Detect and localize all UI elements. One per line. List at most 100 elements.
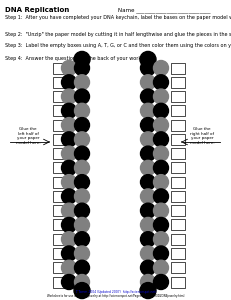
Circle shape <box>61 118 76 133</box>
Circle shape <box>61 175 76 190</box>
Bar <box>170 77 184 88</box>
Text: Glue the
left half of
your paper
model here.: Glue the left half of your paper model h… <box>16 127 40 145</box>
Circle shape <box>140 160 155 175</box>
Circle shape <box>153 160 168 175</box>
Circle shape <box>139 51 155 68</box>
Circle shape <box>140 61 155 76</box>
Circle shape <box>61 218 76 232</box>
Circle shape <box>153 232 168 247</box>
Circle shape <box>61 274 76 290</box>
Text: Worksheets for use with DNA Jewelry at http://sciencespot.net/Pages/KIDZONE/KIDZ: Worksheets for use with DNA Jewelry at h… <box>47 294 184 298</box>
Circle shape <box>61 75 76 90</box>
Circle shape <box>61 132 76 147</box>
Bar <box>53 120 67 130</box>
Bar <box>53 177 67 188</box>
Circle shape <box>61 103 76 118</box>
Circle shape <box>140 103 155 118</box>
Circle shape <box>140 274 155 290</box>
Circle shape <box>74 274 89 290</box>
Bar <box>53 234 67 245</box>
Circle shape <box>61 160 76 175</box>
Text: Step 1:  After you have completed your DNA keychain, label the bases on the pape: Step 1: After you have completed your DN… <box>5 15 231 20</box>
Circle shape <box>61 232 76 247</box>
Circle shape <box>74 89 89 104</box>
Bar <box>170 105 184 116</box>
Circle shape <box>74 51 90 68</box>
Circle shape <box>153 146 168 161</box>
Bar <box>170 177 184 188</box>
Bar <box>53 91 67 102</box>
Circle shape <box>74 283 90 298</box>
Circle shape <box>74 189 89 204</box>
Text: Step 2:  "Unzip" the paper model by cutting it in half lengthwise and glue the p: Step 2: "Unzip" the paper model by cutti… <box>5 32 231 37</box>
Circle shape <box>153 175 168 190</box>
Bar <box>170 277 184 287</box>
Circle shape <box>74 203 89 218</box>
Bar <box>170 205 184 216</box>
Circle shape <box>140 260 155 275</box>
Circle shape <box>140 132 155 147</box>
Bar <box>53 148 67 159</box>
Text: Step 3:  Label the empty boxes using A, T, G, or C and then color them using the: Step 3: Label the empty boxes using A, T… <box>5 43 231 48</box>
Circle shape <box>74 118 89 133</box>
Circle shape <box>61 189 76 204</box>
Circle shape <box>140 118 155 133</box>
Bar <box>53 191 67 202</box>
Circle shape <box>153 260 168 275</box>
Circle shape <box>140 75 155 90</box>
Circle shape <box>74 260 89 275</box>
Bar <box>170 134 184 145</box>
Bar <box>53 77 67 88</box>
Circle shape <box>140 189 155 204</box>
Circle shape <box>140 203 155 218</box>
Bar <box>53 62 67 74</box>
Circle shape <box>153 75 168 90</box>
Circle shape <box>139 283 155 298</box>
Circle shape <box>61 146 76 161</box>
Text: Glue the
right half of
your paper
model here.: Glue the right half of your paper model … <box>189 127 213 145</box>
Circle shape <box>140 175 155 190</box>
Text: Name ___________________________: Name ___________________________ <box>118 7 210 13</box>
Bar <box>53 248 67 259</box>
Circle shape <box>140 232 155 247</box>
Circle shape <box>153 274 168 290</box>
Bar <box>170 91 184 102</box>
Bar <box>170 248 184 259</box>
Bar <box>170 148 184 159</box>
Bar <box>170 262 184 273</box>
Circle shape <box>153 89 168 104</box>
Bar <box>170 162 184 173</box>
Bar <box>170 62 184 74</box>
Text: DNA Replication: DNA Replication <box>5 7 69 13</box>
Bar <box>53 162 67 173</box>
Circle shape <box>74 160 89 175</box>
Bar <box>170 120 184 130</box>
Bar <box>53 105 67 116</box>
Text: T. Tomm 2004 (Updated 2007)  http://sciencespot.net/: T. Tomm 2004 (Updated 2007) http://scien… <box>75 290 156 294</box>
Circle shape <box>74 232 89 247</box>
Circle shape <box>140 246 155 261</box>
Circle shape <box>74 175 89 190</box>
Circle shape <box>153 103 168 118</box>
Text: Step 4:  Answer the questions on the back of your worksheet.: Step 4: Answer the questions on the back… <box>5 56 156 61</box>
Circle shape <box>74 146 89 161</box>
Circle shape <box>153 189 168 204</box>
Bar <box>170 191 184 202</box>
Circle shape <box>74 75 89 90</box>
Bar <box>53 219 67 230</box>
Bar <box>170 234 184 245</box>
Bar <box>53 134 67 145</box>
Circle shape <box>140 89 155 104</box>
Circle shape <box>74 218 89 232</box>
Circle shape <box>153 203 168 218</box>
Circle shape <box>153 218 168 232</box>
Circle shape <box>153 246 168 261</box>
Circle shape <box>61 260 76 275</box>
Circle shape <box>153 132 168 147</box>
Circle shape <box>153 118 168 133</box>
Bar <box>53 205 67 216</box>
Circle shape <box>153 61 168 76</box>
Circle shape <box>61 246 76 261</box>
Circle shape <box>74 103 89 118</box>
Circle shape <box>74 246 89 261</box>
